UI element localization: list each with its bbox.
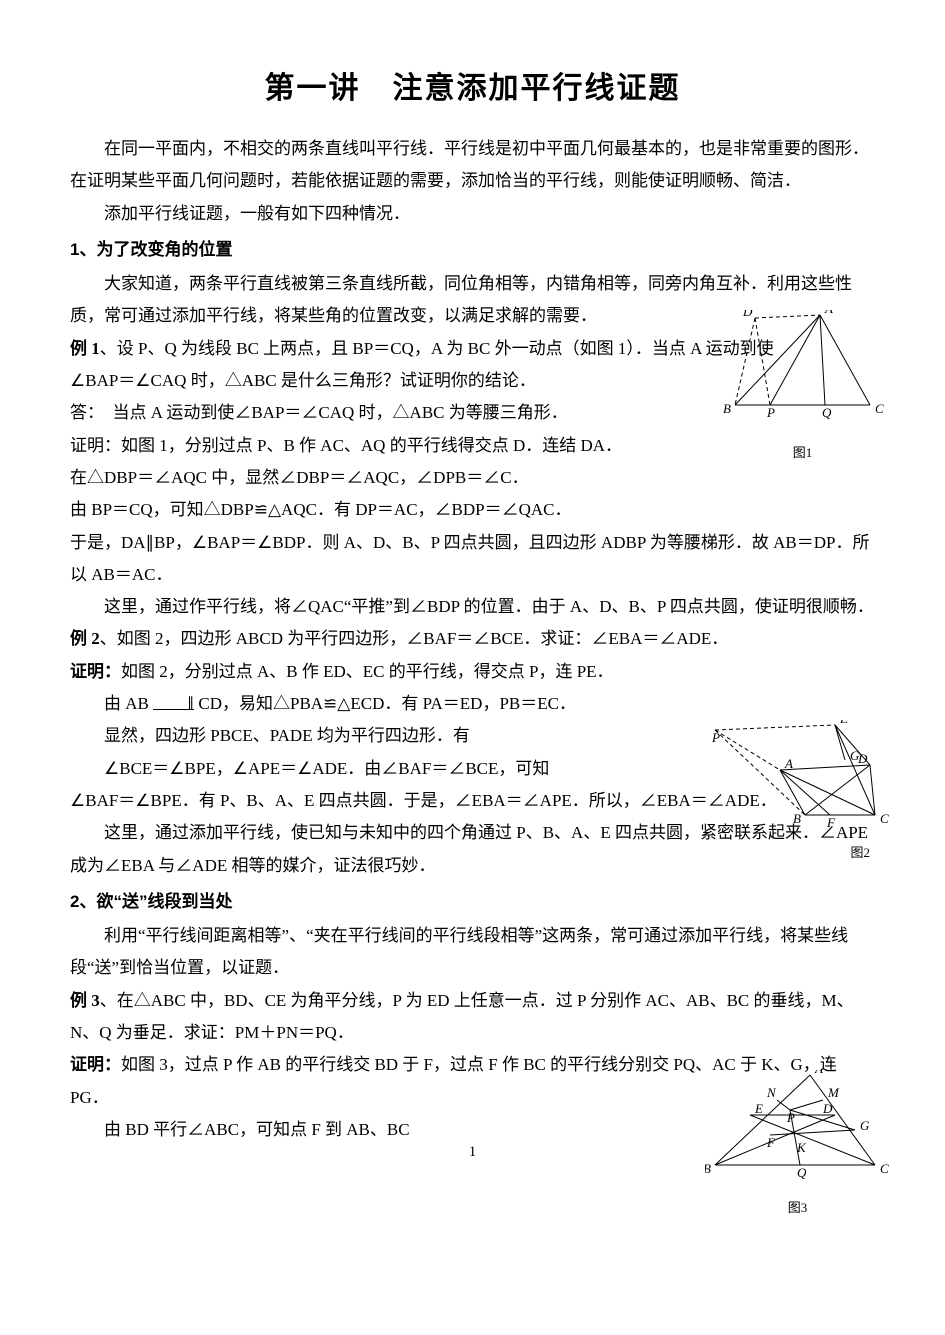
figure-3-caption: 图3 [705,1196,890,1221]
svg-text:B: B [793,811,801,826]
figure-1: A D B P Q C 图1 [720,310,885,466]
page-title: 第一讲 注意添加平行线证题 [70,60,875,117]
example-2-question: 例 2、如图 2，四边形 ABCD 为平行四边形，∠BAF＝∠BCE．求证：∠E… [70,623,875,655]
svg-text:D: D [857,751,868,766]
example-2-proof-2: 由 AB ∥ CD，易知△PBA≌△ECD．有 PA＝ED，PB＝EC． [70,688,875,720]
intro-paragraph-2: 添加平行线证题，一般有如下四种情况． [70,198,875,230]
svg-text:B: B [723,401,731,416]
example-1-note: 这里，通过作平行线，将∠QAC“平推”到∠BDP 的位置．由于 A、D、B、P … [70,591,875,623]
svg-text:C: C [880,811,889,826]
example-1-label: 例 1 [70,339,100,358]
section-2-paragraph: 利用“平行线间距离相等”、“夹在平行线间的平行线段相等”这两条，常可通过添加平行… [70,920,875,985]
proof-label-2: 证明： [70,662,121,681]
example-2-label: 例 2 [70,629,100,648]
example-3-label: 例 3 [70,991,100,1010]
proof-label: 证明： [70,436,121,455]
svg-text:F: F [826,815,836,830]
svg-text:Q: Q [822,405,832,420]
svg-text:Q: Q [797,1165,807,1180]
section-2-heading: 2、欲“送”线段到当处 [70,886,875,918]
answer-label: 答： [70,403,104,422]
section-1-heading: 1、为了改变角的位置 [70,234,875,266]
figure-2: PEAGDBFC 图2 [710,720,890,866]
parallel-equal-symbol: ∥ [153,700,194,710]
example-1-proof-3: 由 BP＝CQ，可知△DBP≌△AQC．有 DP＝AC，∠BDP＝∠QAC． [70,494,875,526]
svg-text:C: C [880,1161,889,1176]
page-number: 1 [70,1138,875,1167]
svg-text:A: A [814,1070,823,1076]
example-2-proof-1: 证明：如图 2，分别过点 A、B 作 ED、EC 的平行线，得交点 P，连 PE… [70,656,875,688]
document-page: 第一讲 注意添加平行线证题 在同一平面内，不相交的两条直线叫平行线．平行线是初中… [0,0,945,1186]
svg-text:G: G [860,1118,870,1133]
example-1-proof-4: 于是，DA∥BP，∠BAP＝∠BDP．则 A、D、B、P 四点共圆，且四边形 A… [70,527,875,592]
svg-text:P: P [711,730,720,745]
proof-label-3: 证明： [70,1055,121,1074]
example-3-question: 例 3、在△ABC 中，BD、CE 为角平分线，P 为 ED 上任意一点．过 P… [70,985,875,1050]
svg-text:E: E [754,1101,763,1116]
figure-1-caption: 图1 [720,441,885,466]
svg-text:E: E [839,720,848,726]
intro-paragraph-1: 在同一平面内，不相交的两条直线叫平行线．平行线是初中平面几何最基本的，也是非常重… [70,133,875,198]
svg-text:D: D [822,1101,833,1116]
svg-text:P: P [786,1110,795,1125]
svg-text:D: D [742,310,753,319]
svg-text:A: A [784,756,793,771]
figure-2-caption: 图2 [710,841,890,866]
svg-text:C: C [875,401,884,416]
svg-text:P: P [766,405,775,420]
svg-text:M: M [827,1085,840,1100]
svg-text:A: A [824,310,833,316]
example-1-proof-2: 在△DBP＝∠AQC 中，显然∠DBP＝∠AQC，∠DPB＝∠C． [70,462,875,494]
svg-text:N: N [766,1085,777,1100]
